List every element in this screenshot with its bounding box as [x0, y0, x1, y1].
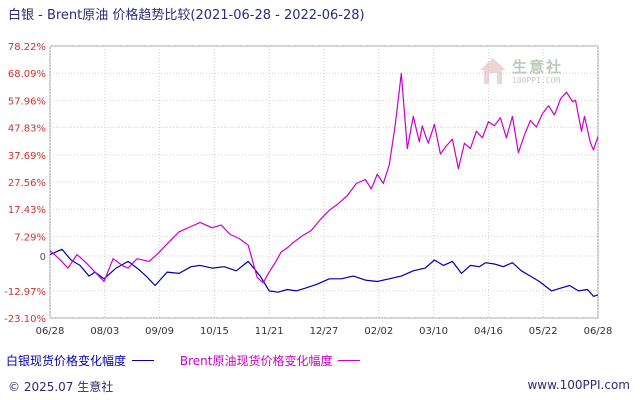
- legend-label-brent: Brent原油现货价格变化幅度: [179, 354, 333, 368]
- footer-url[interactable]: www.100PPI.com: [527, 378, 630, 392]
- x-tick-label: 05/22: [529, 326, 558, 337]
- y-tick-label: 7.29%: [14, 232, 46, 243]
- series-line-silver: [49, 248, 599, 297]
- y-tick-label: 68.09%: [8, 69, 46, 80]
- footer-copyright: © 2025.07 生意社: [8, 380, 114, 394]
- y-tick-label: 17.43%: [8, 205, 46, 216]
- x-tick-label: 06/28: [36, 326, 65, 337]
- series-layer: [49, 72, 599, 297]
- axis-layer: 78.22% 68.09% 57.96% 47.83% 37.69% 27.56% 17.4…: [4, 42, 612, 337]
- y-tick-label: 57.96%: [8, 96, 46, 107]
- house-icon: [480, 58, 506, 84]
- y-tick-label: 0: [40, 252, 46, 263]
- y-tick-label: -12.97%: [4, 287, 46, 298]
- legend-swatch-silver: [132, 360, 155, 361]
- grid-layer: [49, 45, 599, 319]
- x-tick-label: 02/02: [364, 326, 393, 337]
- y-tick-label: 37.69%: [8, 151, 46, 162]
- x-tick-label: 08/03: [90, 326, 119, 337]
- series-line-brent: [49, 72, 599, 284]
- watermark-url: 100PPI.COM: [512, 76, 561, 85]
- x-tick-label: 10/15: [200, 326, 229, 337]
- x-tick-label: 06/28: [584, 326, 613, 337]
- y-tick-label: 27.56%: [8, 178, 46, 189]
- y-tick-label: 47.83%: [8, 124, 46, 135]
- x-tick-label: 11/21: [255, 326, 284, 337]
- legend-label-silver: 白银现货价格变化幅度: [6, 354, 127, 368]
- watermark-name: 生意社: [512, 58, 564, 76]
- y-tick-label: 78.22%: [8, 42, 46, 53]
- y-tick-label: -23.10%: [4, 314, 46, 325]
- legend-item-brent: Brent原油现货价格变化幅度: [180, 352, 361, 369]
- x-tick-label: 12/27: [310, 326, 339, 337]
- x-tick-label: 03/10: [419, 326, 448, 337]
- watermark: 生意社 100PPI.COM: [478, 56, 578, 96]
- chart-legend: 白银现货价格变化幅度 Brent原油现货价格变化幅度: [6, 352, 606, 370]
- x-tick-label: 04/16: [474, 326, 503, 337]
- legend-swatch-brent: [338, 360, 361, 361]
- x-tick-label: 09/09: [145, 326, 174, 337]
- legend-item-silver: 白银现货价格变化幅度: [6, 352, 155, 369]
- chart-title: 白银 - Brent原油 价格趋势比较(2021-06-28 - 2022-06…: [8, 8, 365, 23]
